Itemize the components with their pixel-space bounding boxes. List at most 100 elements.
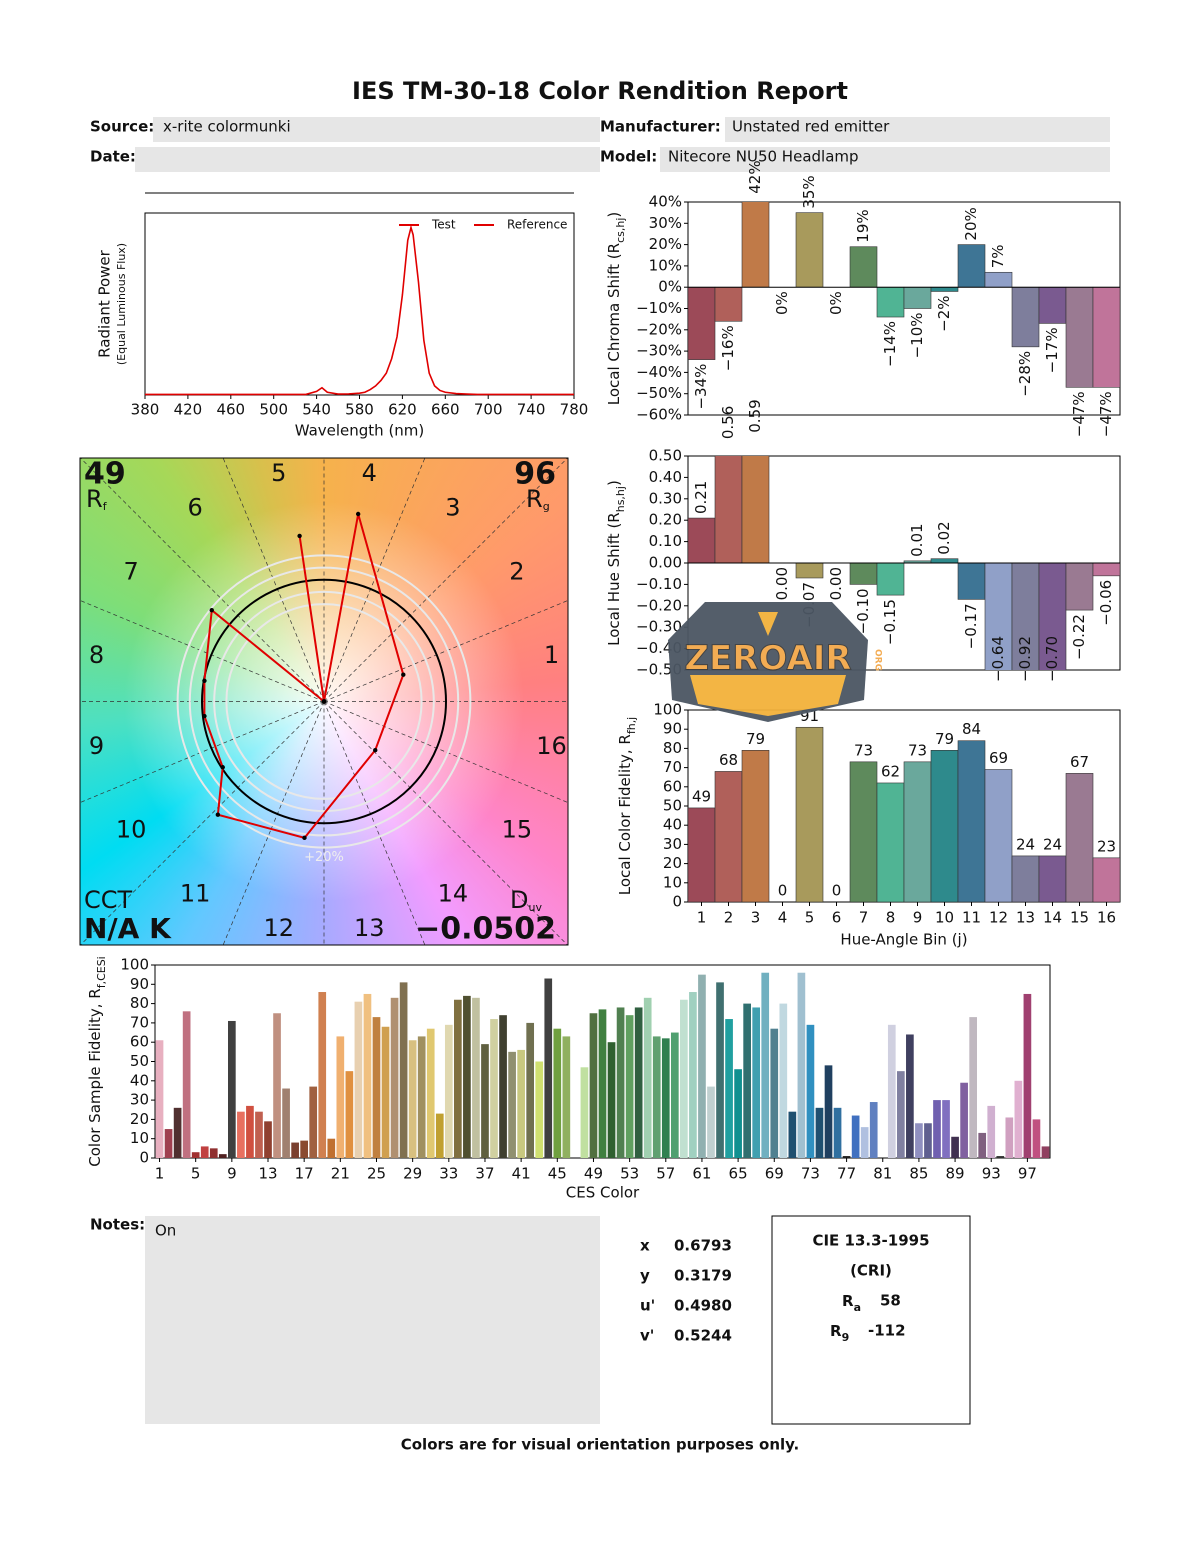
bar	[264, 1121, 272, 1158]
test-vertex	[220, 765, 225, 770]
bar-value-label: −0.17	[962, 603, 980, 649]
bar	[725, 1019, 733, 1158]
bar-value-label: −34%	[692, 364, 710, 410]
r9-value: -112	[868, 1322, 906, 1340]
x-tick-label: 33	[439, 1165, 458, 1183]
y-tick-label: 20%	[649, 235, 682, 253]
x-axis-label: Wavelength (nm)	[295, 422, 425, 440]
bar-value-label: 0.00	[773, 567, 791, 600]
field-box	[135, 147, 600, 172]
bar	[770, 1028, 779, 1158]
x-tick-label: 6	[832, 909, 842, 927]
bar	[1038, 286, 1067, 324]
x-tick-label: 8	[886, 909, 896, 927]
bar-value-label: 62	[881, 762, 900, 780]
bar	[218, 1154, 227, 1158]
chromaticity-value: 0.6793	[674, 1237, 732, 1255]
bar	[327, 1138, 336, 1158]
bar	[643, 997, 652, 1158]
x-tick-label: 10	[935, 909, 954, 927]
bar-value-label: 0.56	[719, 406, 737, 439]
bar	[490, 1019, 498, 1158]
bar	[228, 1020, 236, 1158]
bar	[472, 997, 480, 1158]
notes-box	[145, 1216, 600, 1424]
x-axis-label: Hue-Angle Bin (j)	[840, 931, 967, 949]
bar	[1065, 773, 1094, 902]
field-value: Unstated red emitter	[732, 118, 890, 136]
watermark-band	[690, 675, 846, 716]
bar-value-label: 0.01	[908, 523, 926, 556]
y-tick-label: 70	[663, 758, 682, 776]
y-tick-label: 90	[663, 720, 682, 738]
y-axis-label-part: )	[605, 212, 623, 218]
y-tick-label: −30%	[636, 342, 682, 360]
bar	[957, 740, 986, 902]
y-axis-label: Color Sample Fidelity, Rf,CESi	[86, 956, 108, 1167]
x-tick-label: 700	[474, 401, 503, 419]
bar	[318, 992, 327, 1158]
x-tick-label: 2	[724, 909, 734, 927]
bin-label: 3	[445, 494, 460, 522]
duv-label-part: D	[510, 886, 528, 914]
y-tick-label: 10	[663, 873, 682, 891]
x-tick-label: 3	[751, 909, 761, 927]
y-tick-label: 40	[663, 816, 682, 834]
bar	[984, 271, 1013, 288]
bar	[761, 972, 770, 1158]
bar-value-label: 42%	[746, 160, 764, 193]
x-tick-label: 21	[331, 1165, 350, 1183]
bar	[300, 1140, 309, 1158]
bin-boundary	[323, 701, 568, 945]
bar	[984, 769, 1013, 902]
bar	[930, 286, 959, 292]
bar	[1011, 286, 1040, 348]
reference-circle	[201, 578, 447, 825]
bar	[698, 974, 706, 1158]
field-value: x-rite colormunki	[163, 118, 291, 136]
field-label: Manufacturer:	[600, 118, 721, 136]
bar	[915, 1123, 923, 1158]
bar	[182, 1011, 191, 1158]
bar	[417, 1036, 426, 1158]
duv-label: Duv	[510, 886, 542, 914]
x-tick-label: 77	[837, 1165, 856, 1183]
bin-label: 10	[116, 815, 147, 843]
y-axis-label: Local Color Fidelity, Rfh,j	[616, 717, 638, 896]
y-tick-label: −50%	[636, 384, 682, 402]
chromaticity-value: 0.5244	[674, 1327, 732, 1345]
bar	[1092, 857, 1120, 902]
bar-value-label: 35%	[800, 175, 818, 208]
bar	[1065, 562, 1094, 611]
y-tick-label: 20	[130, 1110, 149, 1128]
y-tick-label: 80	[130, 994, 149, 1012]
bin-boundary	[323, 458, 426, 702]
bar	[209, 1148, 218, 1158]
y-axis-label-sub: f,CESi	[95, 956, 108, 988]
x-tick-label: 73	[801, 1165, 820, 1183]
cct-value: N/A K	[84, 912, 172, 945]
y-axis-label-part: Local Hue Shift (R	[605, 512, 623, 646]
bin-label: 14	[438, 879, 469, 907]
rg-label-sub: g	[543, 500, 550, 513]
bar	[164, 1129, 173, 1158]
test-polygon	[203, 513, 405, 840]
chromaticity-value: 0.4980	[674, 1297, 732, 1315]
x-tick-label: 420	[174, 401, 203, 419]
field-value: Nitecore NU50 Headlamp	[668, 148, 859, 166]
test-vertex	[401, 672, 406, 677]
bar	[752, 1007, 761, 1158]
bar	[876, 782, 905, 902]
bar	[849, 562, 878, 585]
bar	[851, 1115, 860, 1158]
bin-label: 12	[263, 914, 294, 942]
x-tick-label: 4	[778, 909, 788, 927]
bar-value-label: −0.10	[854, 588, 872, 634]
y-tick-label: 100	[653, 701, 682, 719]
bar	[930, 558, 959, 564]
x-tick-label: 380	[131, 401, 160, 419]
bar-value-label: 79	[935, 730, 954, 748]
spectrum-line	[145, 224, 574, 396]
bin-label: 16	[536, 732, 567, 760]
y-tick-label: 0	[139, 1149, 149, 1167]
